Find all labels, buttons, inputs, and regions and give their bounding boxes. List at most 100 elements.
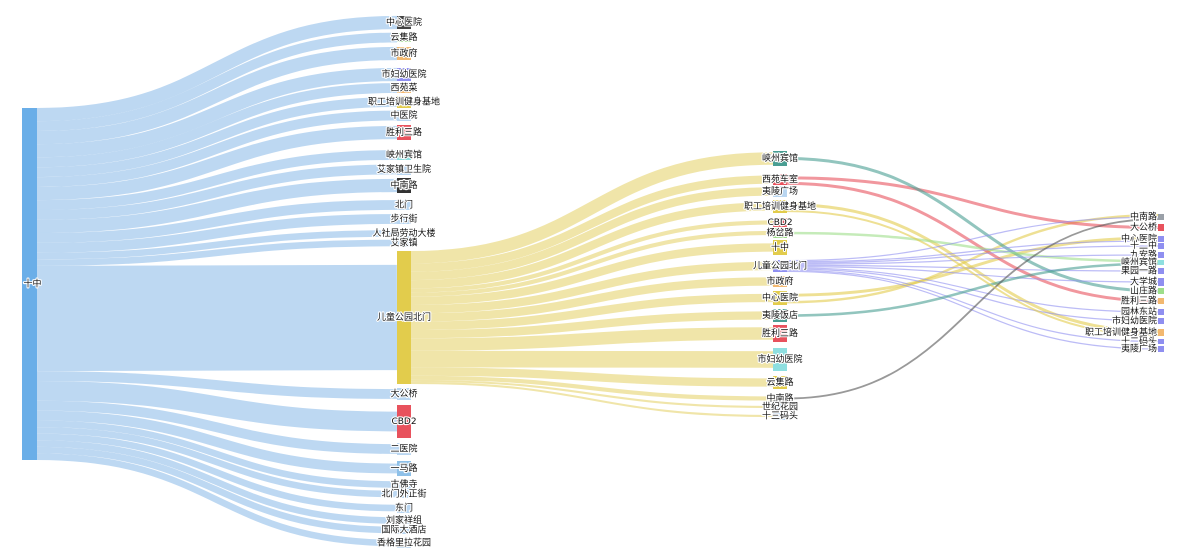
sankey-node[interactable] <box>397 96 411 108</box>
sankey-node[interactable] <box>773 200 787 213</box>
sankey-node[interactable] <box>773 348 787 371</box>
sankey-link <box>36 427 398 498</box>
sankey-node[interactable] <box>1158 278 1164 286</box>
node-label: 中心医院 <box>386 16 422 28</box>
sankey-link <box>36 433 398 512</box>
sankey-node[interactable] <box>397 16 411 29</box>
sankey-node[interactable] <box>773 325 787 342</box>
sankey-node[interactable] <box>397 178 411 193</box>
sankey-node[interactable] <box>1158 298 1164 304</box>
sankey-link <box>36 420 398 488</box>
sankey-node[interactable] <box>773 218 787 227</box>
sankey-node[interactable] <box>773 403 787 411</box>
sankey-node[interactable] <box>397 68 411 81</box>
sankey-node[interactable] <box>773 309 787 322</box>
node-label: CBD2 <box>391 417 416 427</box>
sankey-node[interactable] <box>397 405 411 438</box>
sankey-node[interactable] <box>397 251 411 384</box>
sankey-node[interactable] <box>397 461 411 476</box>
sankey-node[interactable] <box>1158 339 1164 344</box>
sankey-node[interactable] <box>1158 260 1164 265</box>
sankey-node[interactable] <box>1158 252 1164 258</box>
sankey-node[interactable] <box>397 164 411 175</box>
sankey-node[interactable] <box>397 503 411 513</box>
sankey-node[interactable] <box>397 443 411 455</box>
sankey-link <box>410 175 774 272</box>
sankey-node[interactable] <box>397 200 411 210</box>
node-label: 胜利三路 <box>762 327 798 339</box>
sankey-node[interactable] <box>773 260 787 272</box>
sankey-node[interactable] <box>397 125 411 140</box>
node-label: 香格里拉花园 <box>377 537 431 549</box>
sankey-node[interactable] <box>773 395 787 402</box>
sankey-node[interactable] <box>1158 243 1164 249</box>
sankey-node[interactable] <box>773 376 787 389</box>
sankey-link <box>410 311 774 339</box>
sankey-node[interactable] <box>22 108 37 460</box>
sankey-link <box>786 264 1159 272</box>
sankey-link <box>786 245 1159 264</box>
node-label: 园林东站 <box>1121 306 1157 318</box>
sankey-node[interactable] <box>397 150 411 160</box>
sankey-node[interactable] <box>1158 329 1164 336</box>
sankey-node[interactable] <box>1158 318 1164 324</box>
node-label: 世纪花园 <box>762 401 798 413</box>
sankey-node[interactable] <box>773 174 787 185</box>
sankey-link <box>786 181 1159 303</box>
sankey-node[interactable] <box>397 83 411 93</box>
node-label: 十二中 <box>1130 240 1157 252</box>
sankey-link <box>786 216 1159 262</box>
sankey-link <box>410 375 774 401</box>
sankey-node[interactable] <box>397 110 411 121</box>
node-label: 峡州宾馆 <box>1121 256 1157 268</box>
sankey-node[interactable] <box>1158 268 1164 274</box>
node-label: 国际大酒店 <box>381 524 426 536</box>
sankey-node[interactable] <box>773 228 787 238</box>
sankey-node[interactable] <box>397 480 411 489</box>
sankey-node[interactable] <box>1158 309 1164 315</box>
sankey-node[interactable] <box>397 239 411 247</box>
sankey-node[interactable] <box>397 214 411 224</box>
sankey-node[interactable] <box>397 47 411 60</box>
node-label: 中南路 <box>1130 211 1157 223</box>
sankey-node[interactable] <box>773 276 787 287</box>
sankey-node[interactable] <box>397 388 411 400</box>
sankey-node[interactable] <box>397 229 411 238</box>
sankey-node[interactable] <box>1158 288 1164 294</box>
sankey-link <box>410 293 774 330</box>
sankey-link <box>410 202 774 289</box>
sankey-link <box>410 187 774 281</box>
sankey-link <box>36 440 398 524</box>
sankey-node[interactable] <box>397 538 411 548</box>
sankey-node[interactable] <box>1158 214 1164 220</box>
sankey-node[interactable] <box>1158 224 1164 231</box>
node-label: CBD2 <box>767 218 792 228</box>
sankey-node[interactable] <box>773 412 787 420</box>
sankey-node[interactable] <box>1158 346 1164 352</box>
nodes-layer <box>22 16 1164 548</box>
node-label: 东门 <box>395 502 413 514</box>
node-label: 儿童公园北门 <box>377 311 431 323</box>
sankey-node[interactable] <box>397 490 411 498</box>
sankey-node[interactable] <box>773 151 787 166</box>
sankey-node[interactable] <box>773 186 787 197</box>
sankey-node[interactable] <box>1158 236 1164 242</box>
sankey-link <box>410 277 774 322</box>
sankey-link <box>36 67 398 158</box>
sankey-node[interactable] <box>773 240 787 255</box>
node-label: 古佛寺 <box>390 478 417 490</box>
node-label: 九安路 <box>1130 249 1157 261</box>
node-label: 云集路 <box>766 376 793 388</box>
node-label: 夷陵饭店 <box>762 309 798 321</box>
sankey-node[interactable] <box>397 517 411 524</box>
sankey-node[interactable] <box>397 33 411 42</box>
sankey-node[interactable] <box>773 291 787 305</box>
sankey-link <box>36 410 398 474</box>
sankey-link <box>36 400 398 454</box>
node-label: 北门外正街 <box>381 488 426 500</box>
sankey-link <box>786 269 1159 343</box>
sankey-node[interactable] <box>397 526 411 534</box>
node-label: 步行街 <box>390 213 417 225</box>
labels-layer: 十中中心医院云集路市政府市妇幼医院西苑菜职工培训健身基地中医院胜利三路峡州宾馆艾… <box>22 15 1158 550</box>
node-label: 十中 <box>771 241 789 253</box>
